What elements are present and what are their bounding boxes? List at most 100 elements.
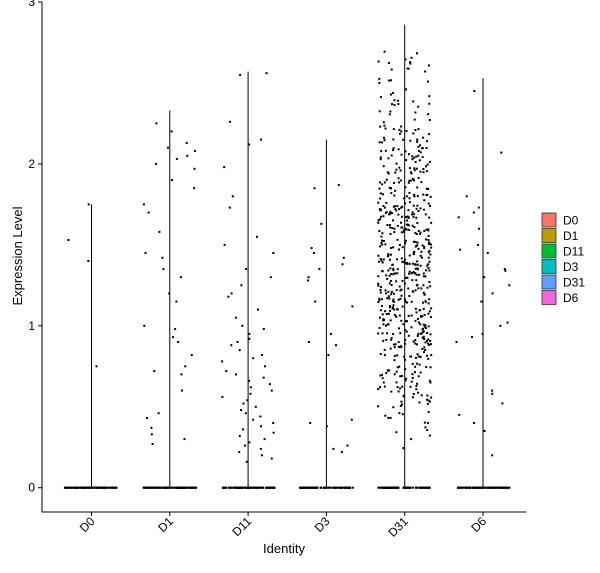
point-zero [156, 486, 158, 489]
point-dense [405, 377, 408, 380]
point-dense [422, 193, 425, 196]
point-dense [414, 161, 417, 163]
point-dense [406, 301, 409, 304]
point-dense [394, 272, 397, 275]
point-dense [388, 113, 391, 116]
point-dense [418, 273, 421, 276]
point-zero [148, 486, 151, 489]
point-dense [384, 149, 387, 152]
point-dense [427, 188, 430, 190]
point-dense [407, 209, 410, 212]
point-dense [377, 201, 380, 204]
point-dense [395, 209, 398, 212]
point-dense [399, 169, 402, 172]
point-dense [429, 253, 432, 256]
point-dense [407, 287, 410, 290]
point [270, 457, 273, 460]
point-zero [259, 486, 262, 489]
point-dense [396, 268, 399, 271]
point-dense [379, 245, 382, 248]
point [504, 269, 507, 272]
point [455, 341, 458, 343]
point-zero [264, 486, 267, 489]
point [473, 422, 475, 424]
point-dense [400, 294, 403, 297]
point-dense [425, 165, 427, 168]
point-dense [393, 99, 396, 102]
point [151, 443, 154, 445]
point-zero [388, 486, 391, 489]
point-dense [422, 284, 425, 287]
point [262, 376, 265, 379]
point-dense [426, 332, 429, 334]
point-dense [382, 215, 385, 218]
point-zero [471, 486, 474, 489]
point-dense [425, 366, 428, 369]
point-dense [404, 150, 407, 153]
point-dense [405, 219, 408, 222]
point-dense [383, 354, 386, 357]
point-dense [391, 264, 394, 267]
point-dense [386, 224, 389, 226]
point-zero [176, 486, 178, 489]
point-zero [473, 486, 476, 489]
point-zero [405, 486, 408, 489]
point-dense [423, 199, 426, 202]
point-dense [398, 166, 401, 169]
point-dense [393, 104, 396, 106]
point-dense [424, 213, 427, 216]
point-dense [423, 421, 426, 424]
point-dense [426, 429, 429, 432]
point-dense [398, 412, 401, 415]
point-zero [467, 486, 470, 489]
point-dense [382, 381, 385, 384]
point-dense [413, 226, 416, 229]
point-dense [428, 133, 431, 136]
point [153, 370, 156, 373]
point-dense [411, 262, 414, 265]
point-zero [329, 486, 332, 489]
point-dense [413, 118, 416, 121]
point-dense [422, 301, 424, 304]
point-zero [383, 486, 386, 489]
point-dense [416, 263, 419, 266]
point [500, 151, 503, 154]
point-zero [188, 486, 191, 489]
point-dense [387, 416, 390, 419]
point [244, 444, 247, 447]
y-tick-label: 2 [28, 157, 35, 171]
point [473, 90, 476, 92]
point [180, 373, 183, 376]
point-dense [422, 291, 425, 294]
point-dense [392, 406, 395, 409]
point-dense [428, 379, 431, 382]
point [248, 337, 251, 340]
point-zero [108, 486, 111, 489]
point-dense [379, 257, 382, 260]
point-dense [411, 377, 414, 379]
point-zero [230, 486, 233, 489]
point-dense [416, 222, 419, 225]
point-dense [424, 70, 427, 73]
point [231, 195, 234, 198]
point-dense [387, 172, 390, 175]
point-dense [380, 235, 383, 238]
point-dense [415, 284, 418, 287]
point-dense [423, 247, 426, 250]
point-dense [415, 356, 417, 359]
point-dense [393, 359, 396, 362]
point-dense [427, 325, 430, 328]
point-dense [417, 267, 420, 270]
point-dense [409, 385, 412, 388]
point-dense [378, 208, 381, 211]
point-dense [410, 171, 412, 174]
point-dense [419, 233, 422, 235]
point-dense [396, 308, 399, 311]
point-dense [384, 310, 387, 313]
point-dense [391, 306, 394, 309]
point [263, 438, 266, 441]
point-dense [380, 298, 383, 301]
point-dense [419, 323, 422, 326]
point-zero [194, 486, 197, 489]
point-dense [378, 327, 381, 329]
